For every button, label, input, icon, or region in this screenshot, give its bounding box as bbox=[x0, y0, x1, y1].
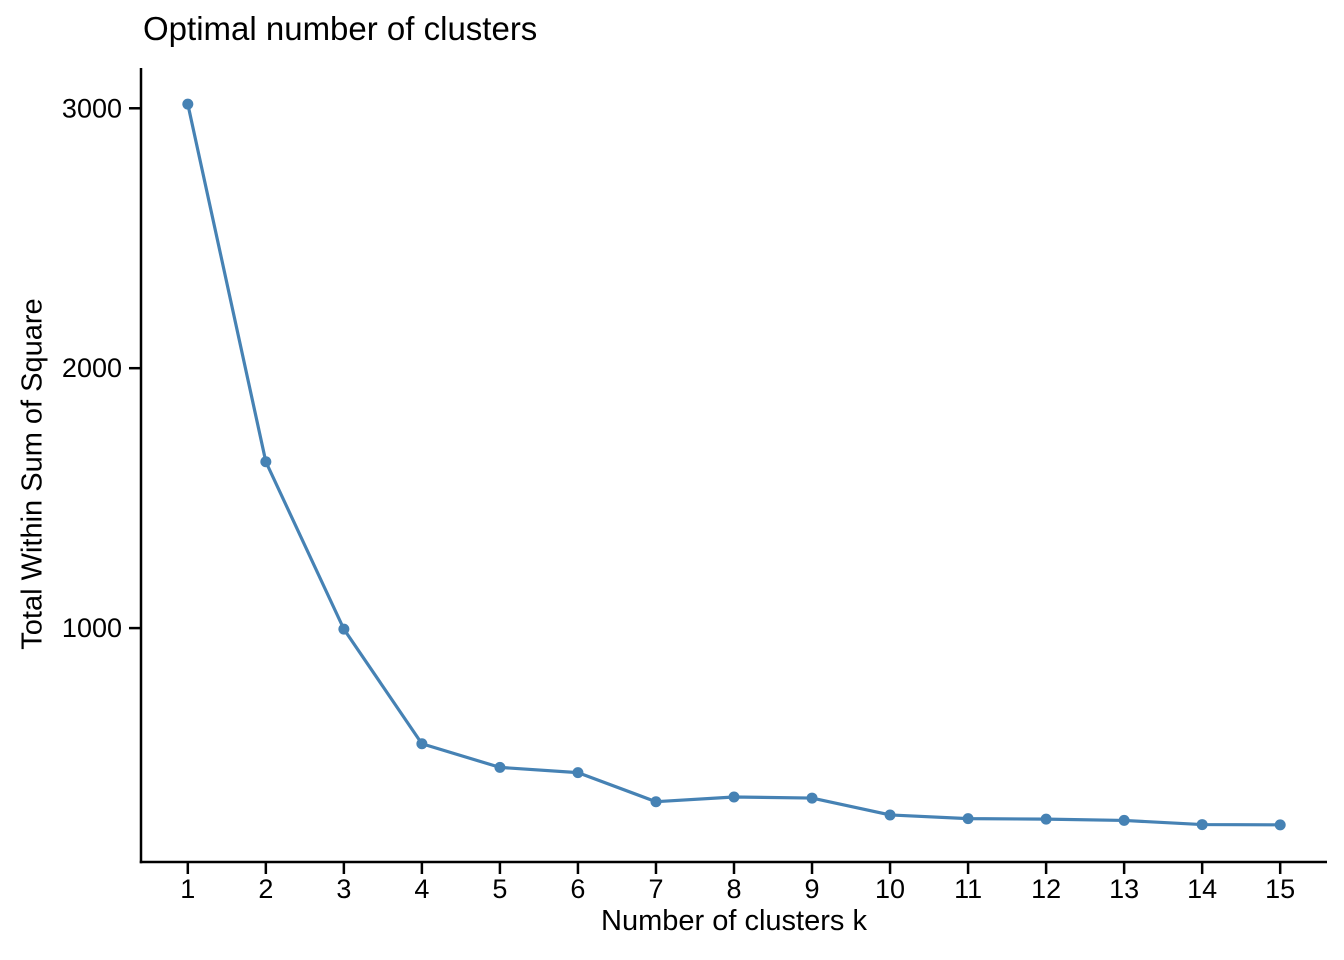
data-point bbox=[884, 809, 896, 821]
x-tick-label: 1 bbox=[180, 874, 195, 904]
x-tick-label: 13 bbox=[1109, 874, 1139, 904]
data-point bbox=[572, 767, 584, 779]
y-tick-label: 3000 bbox=[62, 93, 122, 123]
data-point bbox=[416, 738, 428, 750]
x-tick-label: 14 bbox=[1187, 874, 1217, 904]
data-point bbox=[1196, 819, 1208, 831]
data-point bbox=[182, 98, 194, 110]
x-tick-label: 6 bbox=[570, 874, 585, 904]
data-point bbox=[728, 791, 740, 803]
y-tick-label: 2000 bbox=[62, 353, 122, 383]
x-tick-label: 11 bbox=[954, 874, 982, 904]
data-point bbox=[1118, 814, 1130, 826]
x-axis-title: Number of clusters k bbox=[601, 905, 867, 937]
x-tick-label: 7 bbox=[648, 874, 663, 904]
data-point bbox=[260, 456, 272, 468]
x-tick-label: 2 bbox=[258, 874, 273, 904]
data-point bbox=[962, 813, 974, 825]
series-line bbox=[186, 102, 1282, 827]
x-tick-label: 10 bbox=[875, 874, 905, 904]
x-tick-label: 3 bbox=[336, 874, 351, 904]
data-point bbox=[1040, 813, 1052, 825]
x-tick-label: 4 bbox=[414, 874, 429, 904]
x-tick-label: 8 bbox=[726, 874, 741, 904]
x-tick-label: 15 bbox=[1265, 874, 1295, 904]
data-point bbox=[494, 761, 506, 773]
data-point bbox=[1274, 819, 1286, 831]
x-tick-label: 12 bbox=[1031, 874, 1061, 904]
data-point bbox=[338, 623, 350, 635]
x-tick-label: 9 bbox=[805, 874, 820, 904]
y-tick-label: 1000 bbox=[62, 613, 122, 643]
chart-title: Optimal number of clusters bbox=[143, 10, 538, 47]
data-point bbox=[650, 796, 662, 808]
data-point bbox=[806, 792, 818, 804]
x-tick-label: 5 bbox=[492, 874, 507, 904]
